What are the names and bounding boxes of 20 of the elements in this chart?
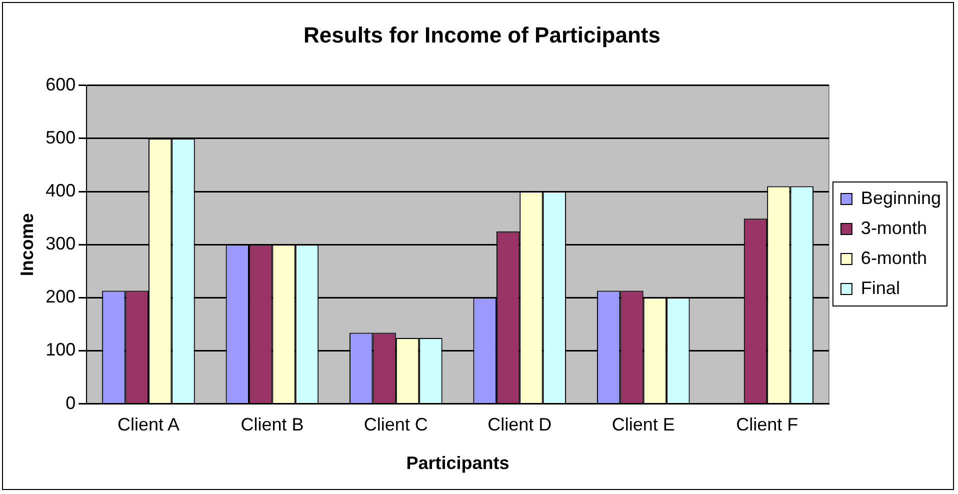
y-axis-title: Income [16,213,37,276]
legend-label: 6-month [860,248,927,268]
x-axis-title: Participants [406,453,510,474]
chart-title: Results for Income of Participants [304,22,660,48]
x-tick-label: Client A [117,414,180,435]
y-tick-label: 100 [46,340,76,360]
y-tick-label: 0 [66,392,76,413]
x-tick-label: Client D [488,414,552,435]
y-tick-label: 400 [46,180,76,200]
y-tick-label: 600 [46,74,76,94]
x-tick-label: Client C [364,414,428,435]
y-tick-label: 200 [46,286,76,307]
legend-label: 3-month [860,218,927,238]
legend-label: Final [860,278,900,298]
x-tick-label: Client E [612,414,675,435]
x-tick-label: Client B [240,414,304,435]
legend-label: Beginning [860,188,942,208]
y-tick-label: 300 [46,234,76,254]
y-tick-label: 500 [46,127,76,148]
x-tick-label: Client F [736,414,798,435]
